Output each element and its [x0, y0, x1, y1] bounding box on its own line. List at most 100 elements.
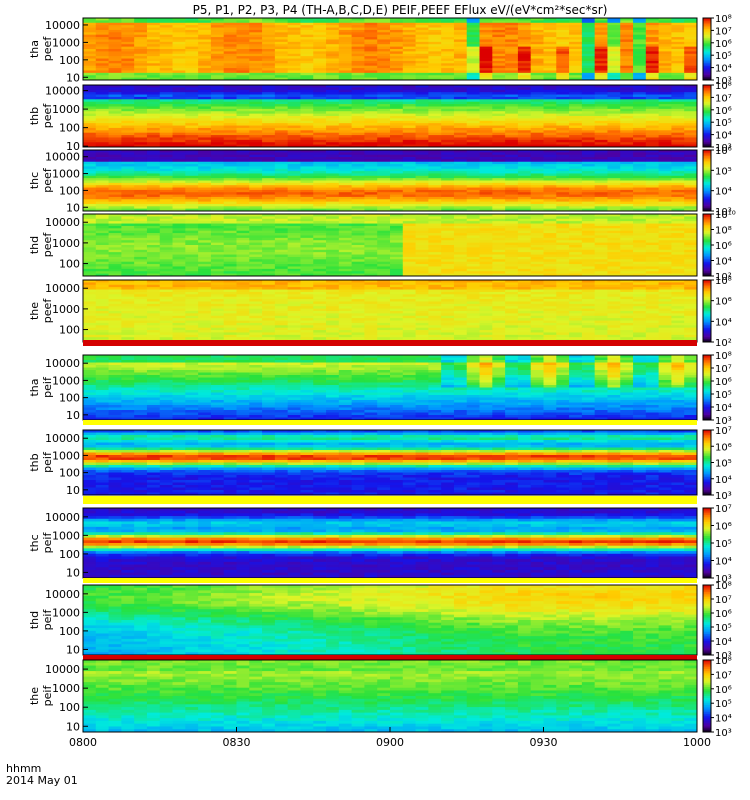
- heatmap-cell: [326, 63, 340, 67]
- heatmap-cell: [620, 175, 634, 179]
- colorbar-segment: [703, 137, 711, 140]
- heatmap-cell: [351, 223, 365, 227]
- heatmap-cell: [453, 223, 468, 227]
- heatmap-cell: [313, 196, 327, 200]
- heatmap-cell: [185, 240, 199, 244]
- heatmap-cell: [479, 37, 493, 40]
- heatmap-cell: [594, 187, 608, 191]
- heatmap-cell: [185, 94, 199, 98]
- heatmap-cell: [441, 273, 455, 277]
- heatmap-cell: [441, 60, 455, 64]
- heatmap-cell: [300, 182, 314, 186]
- heatmap-cell: [146, 214, 161, 217]
- heatmap-cell: [185, 203, 199, 207]
- heatmap-cell: [390, 96, 404, 100]
- heatmap-cell: [300, 53, 314, 57]
- heatmap-cell: [300, 178, 314, 181]
- heatmap-cell: [159, 218, 173, 222]
- heatmap-cell: [146, 123, 161, 126]
- heatmap-cell: [300, 32, 314, 36]
- heatmap-cell: [198, 157, 212, 160]
- heatmap-cell: [390, 166, 404, 170]
- heatmap-cell: [108, 199, 122, 203]
- heatmap-cell: [428, 264, 442, 267]
- heatmap-cell: [236, 175, 250, 179]
- heatmap-cell: [415, 63, 429, 67]
- heatmap-cell: [83, 235, 97, 239]
- heatmap-cell: [146, 46, 161, 50]
- heatmap-cell: [364, 233, 378, 236]
- colorbar-segment: [703, 72, 711, 75]
- heatmap-cell: [185, 56, 199, 59]
- heatmap-cell: [287, 187, 301, 191]
- heatmap-cell: [210, 77, 225, 81]
- heatmap-cell: [198, 127, 212, 131]
- heatmap-cell: [581, 72, 596, 76]
- heatmap-cell: [223, 152, 237, 156]
- heatmap-cell: [530, 123, 544, 126]
- y-tick-label: 10000: [45, 151, 80, 164]
- heatmap-cell: [581, 225, 596, 229]
- colorbar-segment: [703, 89, 711, 92]
- heatmap-cell: [441, 245, 455, 248]
- heatmap-cell: [402, 154, 416, 158]
- heatmap-cell: [198, 221, 212, 224]
- heatmap-cell: [441, 108, 455, 112]
- heatmap-cell: [594, 101, 608, 105]
- heatmap-cell: [453, 266, 468, 270]
- heatmap-cell: [134, 178, 148, 181]
- colorbar-tick-label: 10⁸: [715, 81, 732, 92]
- heatmap-cell: [517, 235, 532, 239]
- heatmap-cell: [645, 68, 660, 71]
- heatmap-cell: [134, 37, 148, 40]
- heatmap-cell: [479, 252, 493, 255]
- heatmap-cell: [402, 199, 416, 203]
- heatmap-cell: [377, 49, 391, 52]
- heatmap-cell: [453, 49, 468, 52]
- heatmap-cell: [645, 201, 660, 205]
- heatmap-cell: [185, 180, 199, 184]
- heatmap-cell: [377, 230, 391, 234]
- heatmap-cell: [287, 266, 301, 270]
- heatmap-cell: [453, 164, 468, 167]
- heatmap-cell: [556, 214, 570, 217]
- heatmap-cell: [517, 101, 532, 105]
- heatmap-cell: [428, 108, 442, 112]
- heatmap-cell: [594, 34, 608, 38]
- heatmap-cell: [172, 53, 186, 57]
- heatmap-cell: [108, 25, 122, 28]
- heatmap-cell: [146, 85, 161, 88]
- heatmap-cell: [146, 135, 161, 138]
- heatmap-cell: [581, 127, 596, 131]
- heatmap-cell: [402, 118, 416, 122]
- heatmap-cell: [556, 34, 570, 38]
- heatmap-cell: [492, 235, 506, 239]
- heatmap-cell: [594, 37, 608, 40]
- heatmap-cell: [492, 259, 506, 263]
- heatmap-cell: [390, 106, 404, 110]
- heatmap-cell: [620, 127, 634, 131]
- heatmap-cell: [95, 154, 109, 158]
- heatmap-cell: [134, 39, 148, 43]
- heatmap-cell: [134, 199, 148, 203]
- heatmap-cell: [505, 32, 519, 36]
- heatmap-cell: [466, 180, 480, 184]
- heatmap-cell: [159, 101, 173, 105]
- heatmap-cell: [441, 225, 455, 229]
- heatmap-cell: [556, 152, 570, 156]
- heatmap-cell: [390, 108, 404, 112]
- heatmap-cell: [530, 216, 544, 220]
- heatmap-cell: [671, 130, 685, 134]
- heatmap-cell: [185, 256, 199, 260]
- heatmap-cell: [594, 120, 608, 124]
- heatmap-cell: [581, 194, 596, 198]
- heatmap-cell: [326, 85, 340, 88]
- heatmap-cell: [517, 168, 532, 172]
- panel-probe-label: thc: [28, 172, 41, 189]
- heatmap-cell: [684, 139, 698, 143]
- heatmap-cell: [492, 99, 506, 103]
- heatmap-cell: [274, 111, 289, 115]
- heatmap-cell: [95, 206, 109, 210]
- heatmap-cell: [364, 166, 378, 170]
